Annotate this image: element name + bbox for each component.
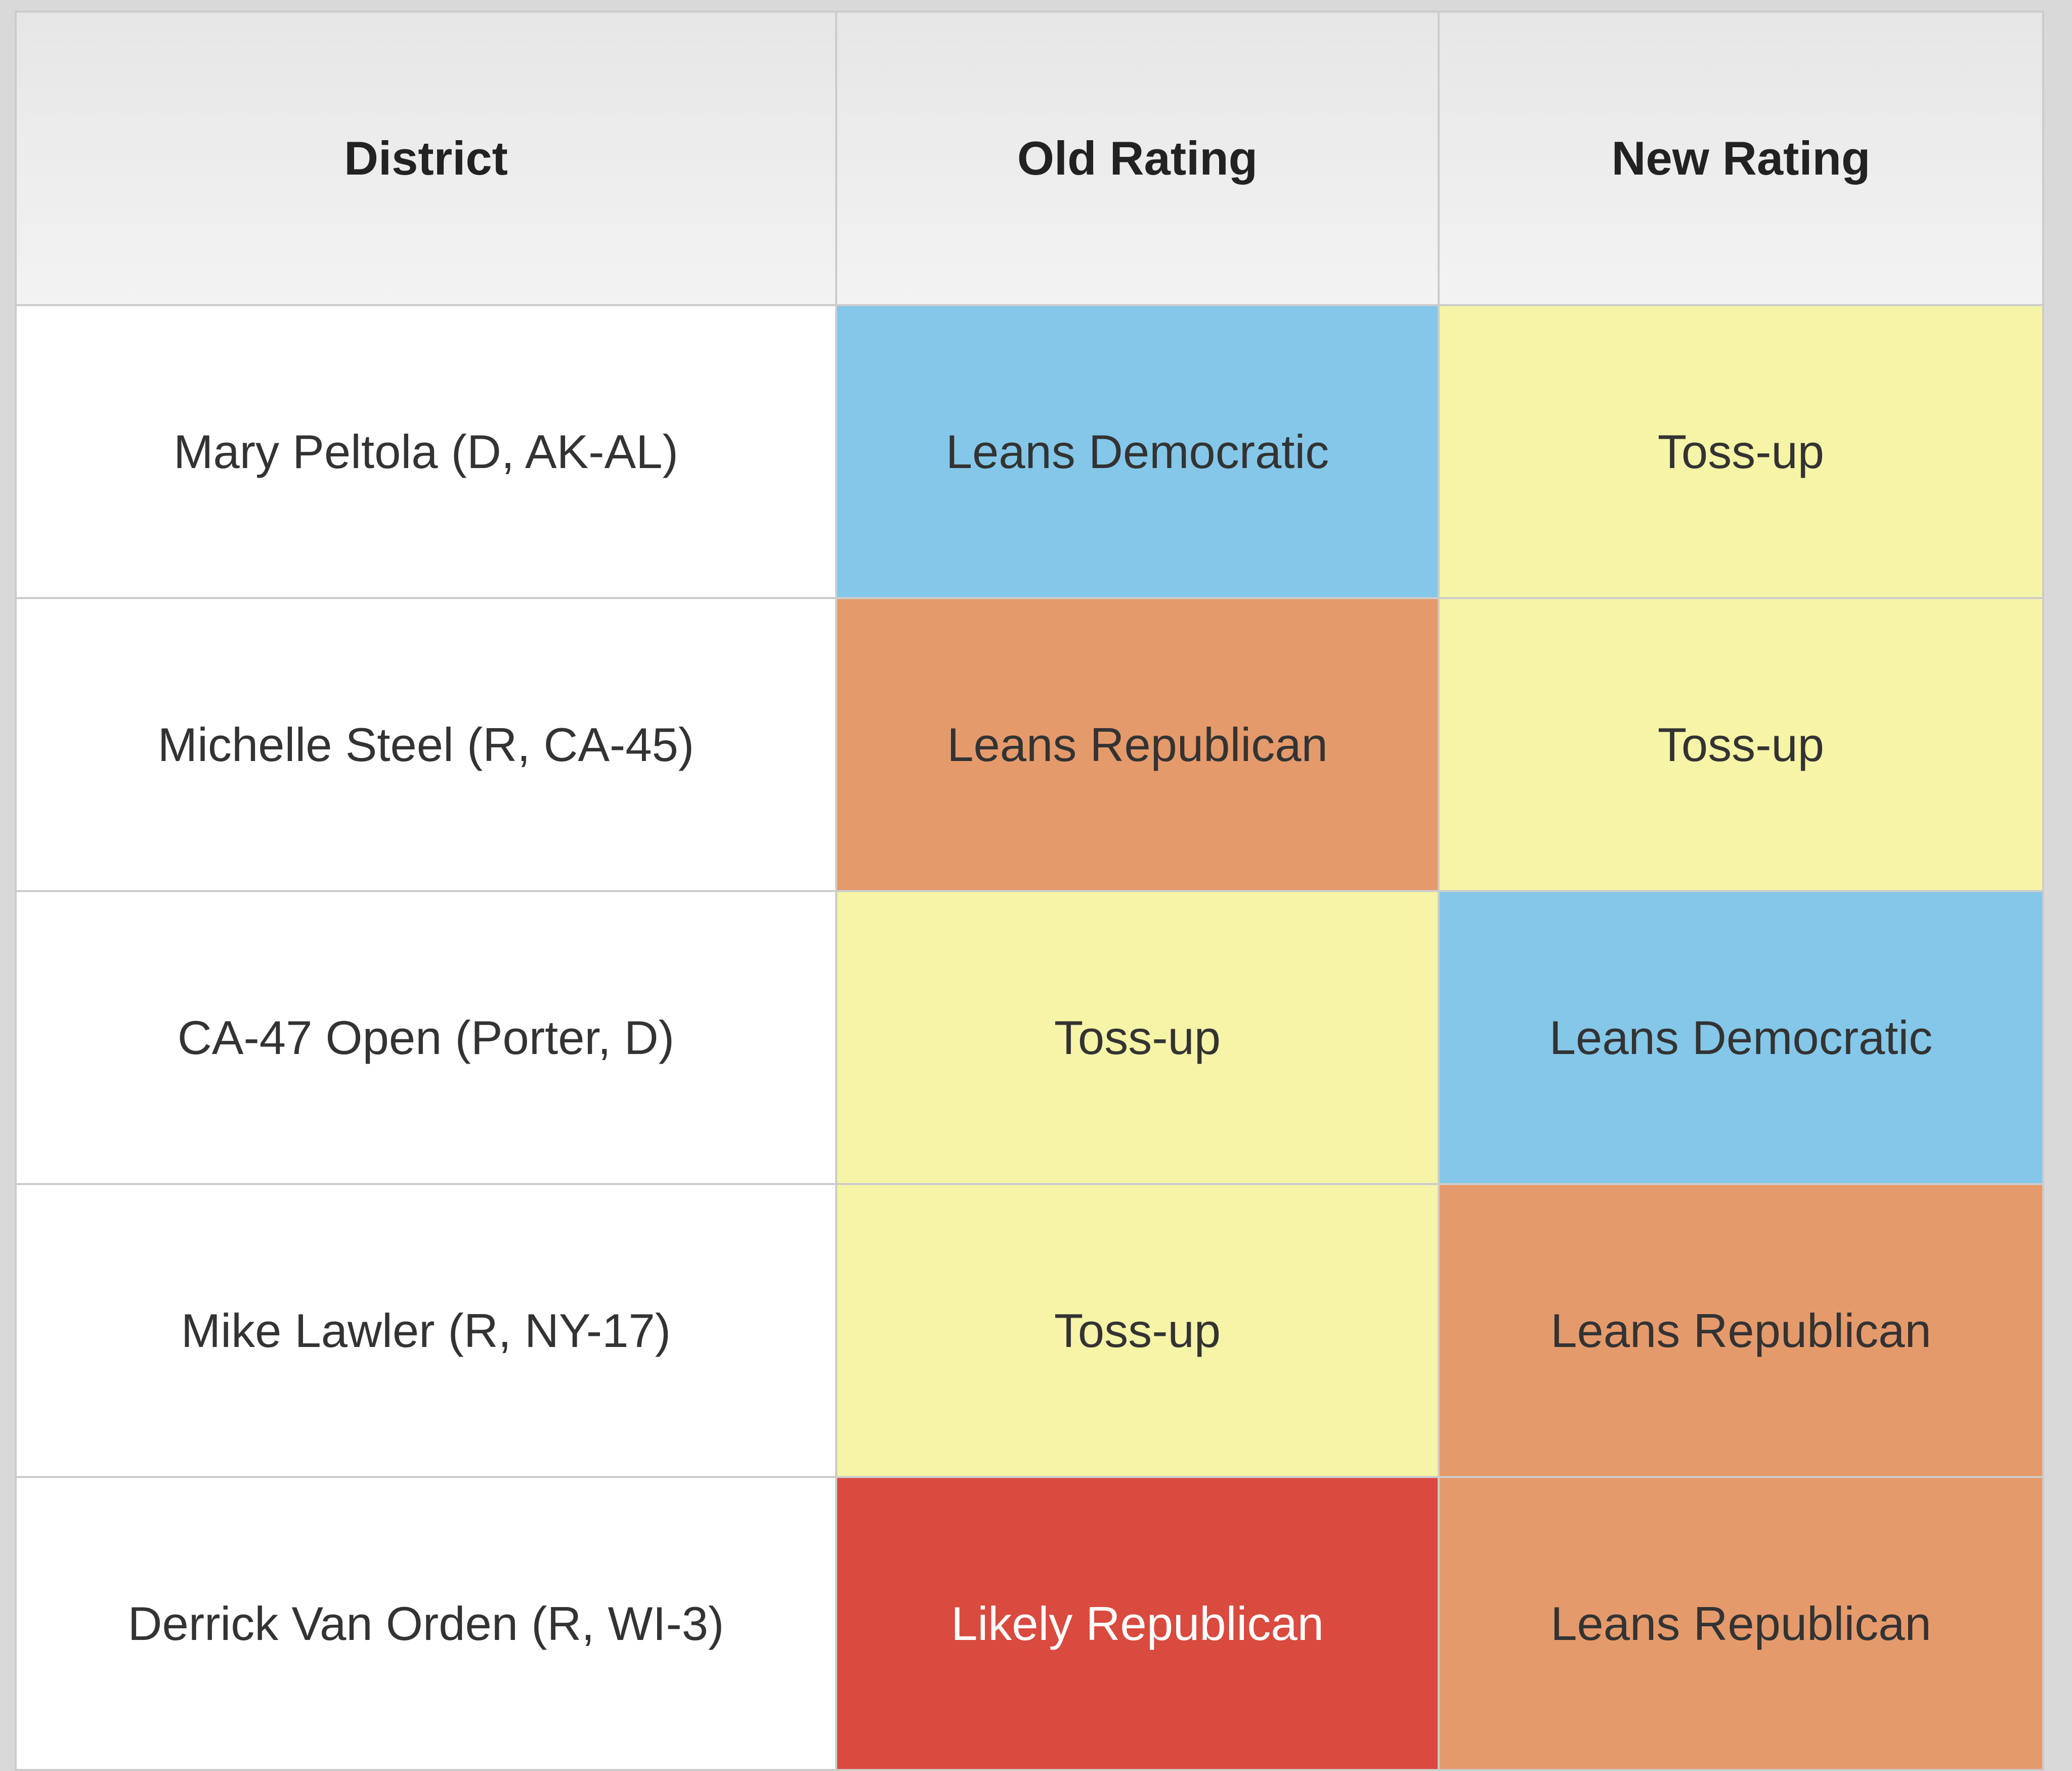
column-header-district: District: [15, 11, 837, 306]
column-header-new-rating: New Rating: [1438, 11, 2044, 306]
district-cell: Michelle Steel (R, CA-45): [15, 597, 837, 892]
old-rating-cell: Likely Republican: [835, 1476, 1440, 1771]
table-header-row: District Old Rating New Rating: [15, 11, 2044, 306]
table-row: Derrick Van Orden (R, WI-3) Likely Repub…: [15, 1476, 2044, 1771]
district-cell: Derrick Van Orden (R, WI-3): [15, 1476, 837, 1771]
old-rating-cell: Toss-up: [835, 890, 1440, 1185]
table-row: Mary Peltola (D, AK-AL) Leans Democratic…: [15, 304, 2044, 599]
new-rating-cell: Leans Democratic: [1438, 890, 2044, 1185]
old-rating-cell: Toss-up: [835, 1183, 1440, 1478]
old-rating-cell: Leans Republican: [835, 597, 1440, 892]
district-cell: Mary Peltola (D, AK-AL): [15, 304, 837, 599]
old-rating-cell: Leans Democratic: [835, 304, 1440, 599]
district-cell: Mike Lawler (R, NY-17): [15, 1183, 837, 1478]
new-rating-cell: Toss-up: [1438, 304, 2044, 599]
district-cell: CA-47 Open (Porter, D): [15, 890, 837, 1185]
ratings-table: District Old Rating New Rating Mary Pelt…: [15, 11, 2044, 1771]
table-row: Michelle Steel (R, CA-45) Leans Republic…: [15, 597, 2044, 892]
new-rating-cell: Leans Republican: [1438, 1476, 2044, 1771]
new-rating-cell: Toss-up: [1438, 597, 2044, 892]
column-header-old-rating: Old Rating: [835, 11, 1440, 306]
table-row: CA-47 Open (Porter, D) Toss-up Leans Dem…: [15, 890, 2044, 1185]
new-rating-cell: Leans Republican: [1438, 1183, 2044, 1478]
table-row: Mike Lawler (R, NY-17) Toss-up Leans Rep…: [15, 1183, 2044, 1478]
